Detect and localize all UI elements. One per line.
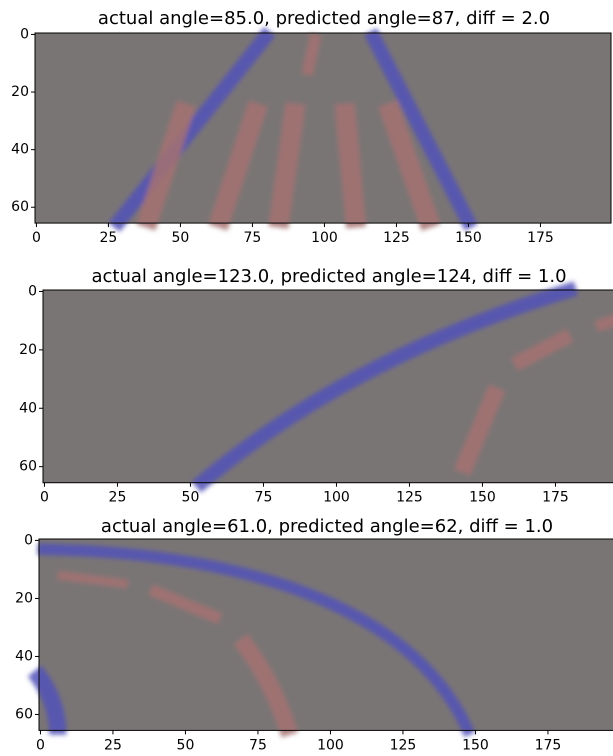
road-line (378, 100, 441, 231)
x-tick-label: 150 (462, 737, 489, 753)
road-line (37, 543, 476, 737)
x-tick-label: 125 (383, 230, 410, 246)
x-tick-label: 75 (244, 230, 262, 246)
y-tick-label: 60 (15, 706, 33, 722)
axes-frame (38, 538, 613, 731)
road-line (334, 102, 367, 229)
road-line (108, 27, 276, 232)
x-tick-label: 125 (396, 490, 423, 506)
road-line (57, 570, 128, 589)
road-line (511, 328, 574, 371)
x-tick-label: 25 (104, 737, 122, 753)
y-tick-label: 60 (11, 199, 29, 215)
x-tick-label: 0 (32, 230, 41, 246)
axes-frame (34, 32, 612, 224)
x-tick-label: 50 (172, 230, 190, 246)
y-tick-label: 20 (19, 342, 37, 358)
road-markings (191, 281, 613, 493)
x-tick-label: 100 (311, 230, 338, 246)
road-line (191, 281, 578, 493)
road-line (301, 33, 322, 76)
road-markings (108, 27, 478, 232)
road-line (208, 100, 268, 231)
axes-frame (42, 289, 613, 484)
road-line (136, 100, 196, 231)
road-line (233, 633, 299, 738)
road-line (268, 102, 306, 229)
y-tick-label: 20 (15, 590, 33, 606)
y-tick-label: 0 (28, 283, 37, 299)
x-tick-label: 75 (249, 737, 267, 753)
y-tick-label: 0 (20, 26, 29, 42)
y-tick-label: 0 (24, 532, 33, 548)
x-tick-label: 125 (390, 737, 417, 753)
subplot-title: actual angle=123.0, predicted angle=124,… (91, 266, 566, 287)
x-tick-label: 25 (109, 490, 127, 506)
x-tick-label: 150 (469, 490, 496, 506)
x-tick-label: 75 (255, 490, 273, 506)
subplot: actual angle=61.0, predicted angle=62, d… (15, 516, 613, 753)
x-tick-label: 175 (542, 490, 569, 506)
image-background (35, 33, 611, 224)
y-tick-label: 40 (11, 142, 29, 158)
image (27, 539, 613, 738)
x-tick-label: 175 (535, 737, 562, 753)
y-tick-label: 20 (11, 84, 29, 100)
y-tick-label: 60 (19, 459, 37, 475)
subplot-title: actual angle=85.0, predicted angle=87, d… (98, 8, 550, 29)
subplot: actual angle=123.0, predicted angle=124,… (19, 266, 613, 506)
image (35, 27, 611, 232)
road-markings (27, 543, 476, 738)
x-tick-label: 100 (317, 737, 344, 753)
y-tick-label: 40 (15, 648, 33, 664)
x-tick-label: 25 (100, 230, 118, 246)
road-line (148, 584, 223, 625)
x-tick-label: 0 (36, 737, 45, 753)
subplot-title: actual angle=61.0, predicted angle=62, d… (101, 516, 553, 537)
x-tick-label: 0 (40, 490, 49, 506)
x-tick-label: 150 (455, 230, 482, 246)
x-tick-label: 100 (323, 490, 350, 506)
road-line (594, 314, 613, 333)
image (43, 281, 613, 493)
x-tick-label: 50 (177, 737, 195, 753)
subplot: actual angle=85.0, predicted angle=87, d… (11, 8, 612, 246)
image-background (39, 539, 613, 731)
x-tick-label: 175 (527, 230, 554, 246)
x-tick-label: 50 (182, 490, 200, 506)
y-tick-label: 40 (19, 400, 37, 416)
road-line (453, 384, 506, 476)
road-line (364, 28, 478, 231)
